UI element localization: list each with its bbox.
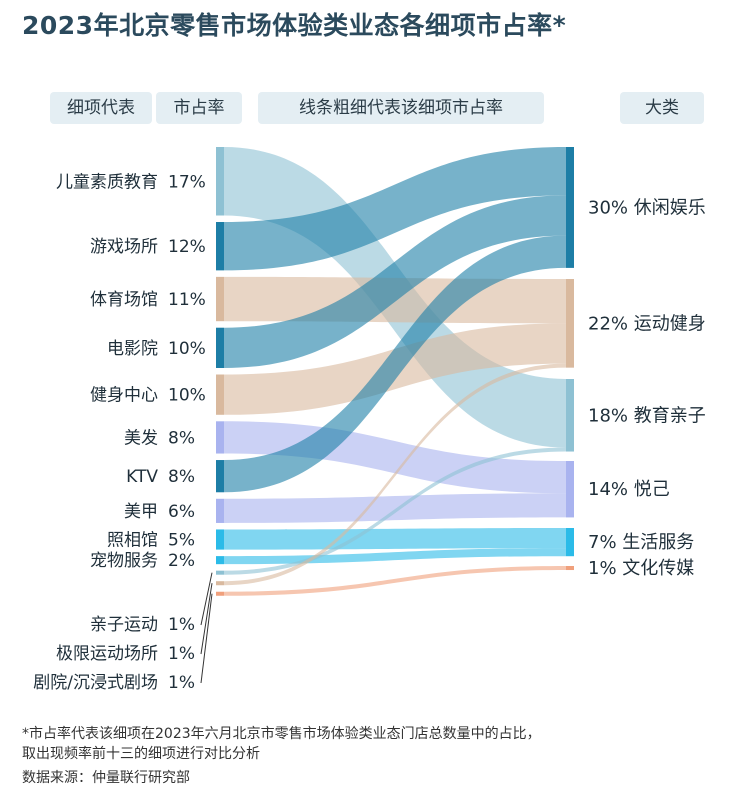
category-label-运动健身: 22% 运动健身 bbox=[588, 313, 706, 334]
source-value-剧院-沉浸式剧场: 1% bbox=[168, 673, 195, 693]
source-value-游戏场所: 12% bbox=[168, 237, 206, 257]
source-label-健身中心: 健身中心 bbox=[90, 386, 158, 406]
source-value-体育场馆: 11% bbox=[168, 290, 206, 310]
source-node-剧院-沉浸式剧场 bbox=[216, 591, 224, 596]
leader-line-剧院-沉浸式剧场 bbox=[200, 593, 213, 684]
flow-links bbox=[224, 147, 566, 596]
category-node-教育亲子 bbox=[566, 379, 574, 452]
source-value-照相馆: 5% bbox=[168, 531, 195, 551]
source-label-亲子运动: 亲子运动 bbox=[90, 615, 158, 635]
source-label-体育场馆: 体育场馆 bbox=[90, 290, 158, 310]
category-node-文化传媒 bbox=[566, 566, 574, 571]
category-label-文化传媒: 1% 文化传媒 bbox=[588, 558, 694, 579]
flow-link-宠物服务 bbox=[224, 548, 566, 565]
footnote-line-1: *市占率代表该细项在2023年六月北京市零售市场体验类业态门店总数量中的占比， bbox=[22, 726, 541, 742]
source-label-游戏场所: 游戏场所 bbox=[90, 237, 158, 257]
source-value-宠物服务: 2% bbox=[168, 551, 195, 571]
source-label-照相馆: 照相馆 bbox=[107, 531, 158, 551]
leader-line-亲子运动 bbox=[200, 572, 213, 626]
source-value-美甲: 6% bbox=[168, 502, 195, 522]
source-label-剧院-沉浸式剧场: 剧院/沉浸式剧场 bbox=[33, 673, 158, 693]
flow-link-剧院-沉浸式剧场 bbox=[224, 566, 566, 596]
source-label-美发: 美发 bbox=[124, 428, 158, 448]
category-label-休闲娱乐: 30% 休闲娱乐 bbox=[588, 197, 706, 218]
flow-link-极限运动场所 bbox=[224, 363, 566, 586]
source-node-极限运动场所 bbox=[216, 581, 224, 586]
flow-link-照相馆 bbox=[224, 528, 566, 550]
chart-title: 2023年北京零售市场体验类业态各细项市占率* bbox=[22, 11, 567, 40]
leader-line-极限运动场所 bbox=[200, 583, 213, 655]
source-value-健身中心: 10% bbox=[168, 386, 206, 406]
source-label-极限运动场所: 极限运动场所 bbox=[56, 644, 158, 664]
footnote-source: 数据来源：仲量联行研究部 bbox=[22, 770, 190, 786]
source-node-游戏场所 bbox=[216, 222, 224, 271]
source-label-儿童素质教育: 儿童素质教育 bbox=[56, 172, 158, 192]
flow-link-电影院 bbox=[224, 195, 566, 368]
source-node-体育场馆 bbox=[216, 276, 224, 322]
header-share: 市占率 bbox=[156, 92, 242, 124]
source-node-亲子运动 bbox=[216, 570, 224, 575]
footnote-line-2: 取出现频率前十三的细项进行对比分析 bbox=[22, 746, 260, 762]
header-category: 大类 bbox=[620, 92, 704, 124]
source-value-电影院: 10% bbox=[168, 339, 206, 359]
source-value-亲子运动: 1% bbox=[168, 615, 195, 635]
source-node-儿童素质教育 bbox=[216, 147, 224, 216]
category-node-生活服务 bbox=[566, 528, 574, 557]
source-node-照相馆 bbox=[216, 529, 224, 550]
source-node-宠物服务 bbox=[216, 556, 224, 565]
header-description: 线条粗细代表该细项市占率 bbox=[258, 92, 544, 124]
source-value-KTV: 8% bbox=[168, 467, 195, 487]
category-node-悦己 bbox=[566, 461, 574, 518]
flow-link-美甲 bbox=[224, 493, 566, 523]
source-node-美发 bbox=[216, 421, 224, 454]
category-node-休闲娱乐 bbox=[566, 147, 574, 268]
header-item: 细项代表 bbox=[50, 92, 152, 124]
source-label-KTV: KTV bbox=[126, 467, 158, 487]
source-label-电影院: 电影院 bbox=[107, 339, 158, 359]
source-node-电影院 bbox=[216, 327, 224, 368]
source-value-美发: 8% bbox=[168, 428, 195, 448]
source-label-宠物服务: 宠物服务 bbox=[90, 551, 158, 571]
category-node-运动健身 bbox=[566, 279, 574, 368]
source-label-美甲: 美甲 bbox=[124, 502, 158, 522]
category-label-教育亲子: 18% 教育亲子 bbox=[588, 405, 706, 426]
source-node-健身中心 bbox=[216, 374, 224, 415]
source-value-儿童素质教育: 17% bbox=[168, 172, 206, 192]
flow-link-KTV bbox=[224, 235, 566, 493]
source-node-KTV bbox=[216, 460, 224, 493]
source-value-极限运动场所: 1% bbox=[168, 644, 195, 664]
category-label-悦己: 14% 悦己 bbox=[588, 479, 670, 500]
flow-link-亲子运动 bbox=[224, 447, 566, 575]
category-label-生活服务: 7% 生活服务 bbox=[588, 532, 694, 553]
source-node-美甲 bbox=[216, 498, 224, 523]
flow-link-游戏场所 bbox=[224, 147, 566, 271]
